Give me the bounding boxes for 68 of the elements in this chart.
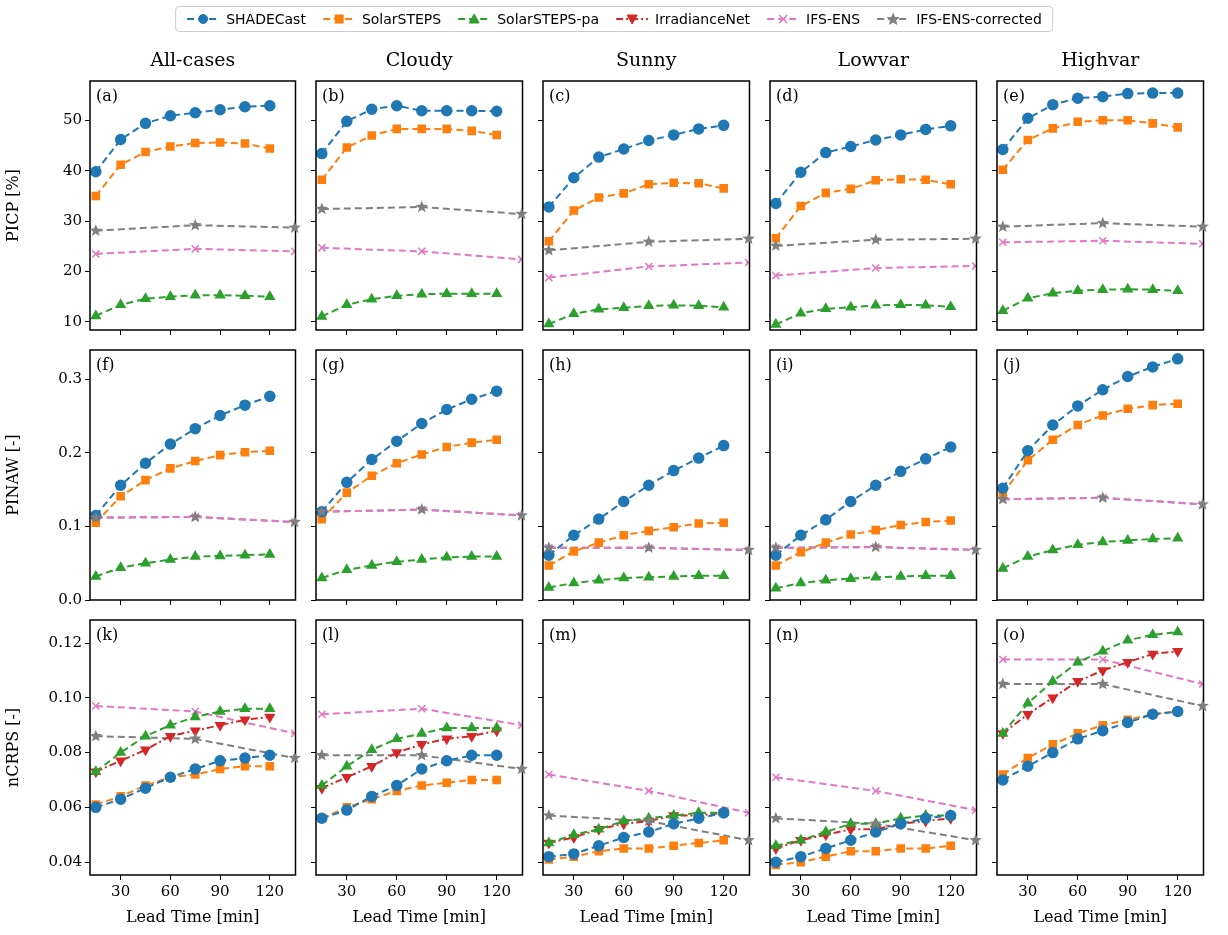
legend-label: SHADECast xyxy=(226,11,306,27)
chart-title: Cloudy xyxy=(385,48,454,71)
x-tick-label: 90 xyxy=(210,881,230,900)
annotation: (k) xyxy=(96,625,119,645)
x-axis-title: Lead Time [min] xyxy=(352,906,487,926)
y-tick-label: 0.12 xyxy=(48,632,82,651)
annotation: (a) xyxy=(96,86,119,106)
x-tick-label: 90 xyxy=(437,881,457,900)
x-tick-label: 120 xyxy=(482,881,512,900)
legend-label: SolarSTEPS xyxy=(361,11,442,27)
x-axis-title: Lead Time [min] xyxy=(125,906,260,926)
x-tick-label: 60 xyxy=(614,881,634,900)
y-tick-label: 0.10 xyxy=(48,687,82,706)
y-tick-label: 0.08 xyxy=(48,742,82,761)
annotation: (b) xyxy=(322,86,345,106)
annotation: (j) xyxy=(1003,355,1021,375)
y-tick-label: 0.0 xyxy=(58,589,82,608)
annotation: (d) xyxy=(776,86,799,106)
x-axis-title: Lead Time [min] xyxy=(806,906,941,926)
y-axis-title: PICP [%] xyxy=(2,169,22,242)
annotation: (l) xyxy=(322,625,340,645)
annotation: (m) xyxy=(549,625,577,645)
x-tick-label: 30 xyxy=(564,881,584,900)
y-axis-title: nCRPS [-] xyxy=(2,707,22,788)
chart-title: Sunny xyxy=(616,48,677,71)
y-axis-title: PINAW [-] xyxy=(2,434,22,516)
annotation: (i) xyxy=(776,355,794,375)
x-axis-title: Lead Time [min] xyxy=(579,906,714,926)
y-tick-label: 40 xyxy=(62,160,82,179)
legend-label: IFS-ENS-corrected xyxy=(916,11,1042,27)
legend-label: SolarSTEPS-pa xyxy=(497,11,600,27)
annotation: (e) xyxy=(1003,86,1025,106)
annotation: (o) xyxy=(1003,625,1026,645)
annotation: (h) xyxy=(549,355,572,375)
annotation: (g) xyxy=(322,355,345,375)
annotation: (n) xyxy=(776,625,799,645)
x-tick-label: 60 xyxy=(160,881,180,900)
y-tick-label: 0.2 xyxy=(58,442,82,461)
x-tick-label: 30 xyxy=(1018,881,1038,900)
x-axis-title: Lead Time [min] xyxy=(1033,906,1168,926)
legend-label: IFS-ENS xyxy=(806,11,861,27)
y-tick-label: 10 xyxy=(62,311,82,330)
x-tick-label: 90 xyxy=(1118,881,1138,900)
x-tick-label: 90 xyxy=(664,881,684,900)
annotation: (f) xyxy=(96,355,115,375)
y-tick-label: 30 xyxy=(62,211,82,230)
chart-title: Lowvar xyxy=(837,48,910,71)
x-tick-label: 120 xyxy=(1163,881,1193,900)
x-tick-label: 120 xyxy=(709,881,739,900)
x-tick-label: 60 xyxy=(387,881,407,900)
chart-title: All-cases xyxy=(149,48,236,71)
y-tick-label: 0.04 xyxy=(48,852,82,871)
y-tick-label: 0.3 xyxy=(58,369,82,388)
y-tick-label: 20 xyxy=(62,261,82,280)
x-tick-label: 120 xyxy=(936,881,966,900)
chart-title: Highvar xyxy=(1061,48,1141,71)
x-tick-label: 90 xyxy=(891,881,911,900)
y-tick-label: 0.1 xyxy=(58,516,82,535)
legend-label: IrradianceNet xyxy=(655,11,751,27)
x-tick-label: 60 xyxy=(841,881,861,900)
x-tick-label: 30 xyxy=(111,881,131,900)
x-tick-label: 120 xyxy=(255,881,285,900)
x-tick-label: 30 xyxy=(791,881,811,900)
x-tick-label: 30 xyxy=(337,881,357,900)
annotation: (c) xyxy=(549,86,571,106)
y-tick-label: 50 xyxy=(62,110,82,129)
y-tick-label: 0.06 xyxy=(48,797,82,816)
x-tick-label: 60 xyxy=(1068,881,1088,900)
